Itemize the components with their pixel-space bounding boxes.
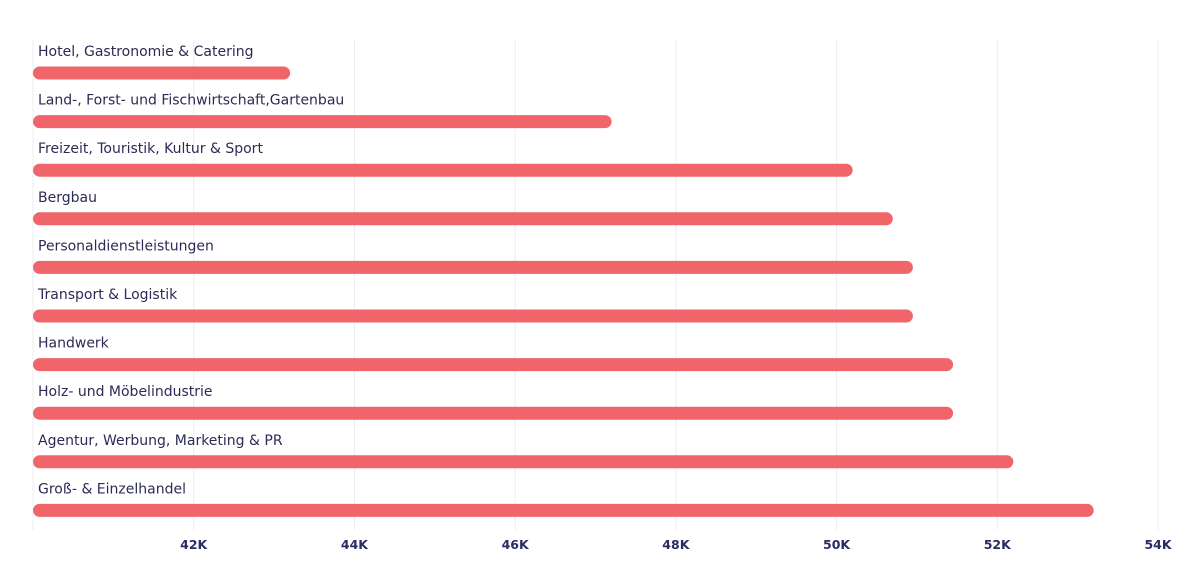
category-label: Hotel, Gastronomie & Catering (38, 44, 253, 60)
bar[interactable] (33, 503, 1094, 517)
category-label: Bergbau (38, 190, 97, 206)
bar[interactable] (33, 309, 913, 323)
category-label: Groß- & Einzelhandel (38, 481, 186, 497)
category-label: Agentur, Werbung, Marketing & PR (38, 433, 283, 449)
bar[interactable] (33, 212, 893, 226)
x-tick-label: 46K (502, 537, 530, 552)
bar[interactable] (33, 358, 954, 372)
bar[interactable] (33, 406, 954, 420)
x-tick-label: 54K (1144, 537, 1172, 552)
category-label: Freizeit, Touristik, Kultur & Sport (38, 141, 263, 157)
x-tick-label: 42K (180, 537, 208, 552)
bar[interactable] (33, 66, 291, 80)
x-tick-label: 50K (823, 537, 851, 552)
bar[interactable] (33, 260, 913, 274)
x-tick-label: 44K (341, 537, 369, 552)
category-label: Personaldienstleistungen (38, 238, 214, 254)
bar[interactable] (33, 455, 1014, 469)
category-label: Holz- und Möbelindustrie (38, 384, 213, 400)
x-axis-tick-layer: 42K 44K 46K 48K 50K 52K 54K (180, 537, 1173, 552)
category-label: Handwerk (38, 336, 110, 352)
bar[interactable] (33, 163, 853, 177)
category-label-layer: Hotel, Gastronomie & Catering Land-, Fors… (37, 44, 344, 497)
category-label: Transport & Logistik (37, 287, 178, 303)
bar[interactable] (33, 115, 612, 129)
x-tick-label: 48K (662, 537, 690, 552)
category-label: Land-, Forst- und Fischwirtschaft,Garten… (38, 93, 344, 109)
x-tick-label: 52K (984, 537, 1012, 552)
bar-layer (33, 66, 1094, 517)
